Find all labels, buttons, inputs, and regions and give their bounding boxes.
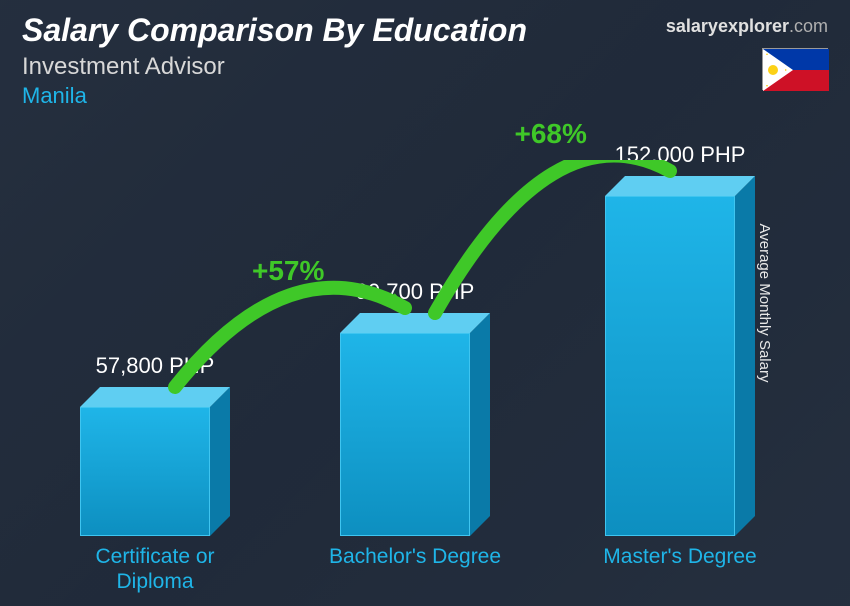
bar-chart: 57,800 PHPCertificate or Diploma 90,700 P… [50,160,800,536]
bar-top [80,387,230,407]
bar-value: 57,800 PHP [65,353,245,379]
bar-top [340,313,490,333]
pct-label: +68% [515,118,587,150]
watermark-suffix: .com [789,16,828,36]
watermark: salaryexplorer.com [666,16,828,37]
page-title: Salary Comparison By Education [22,12,527,49]
bar-front [340,333,470,536]
bar-side [210,387,230,536]
bar-value: 90,700 PHP [325,279,505,305]
flag-icon [762,48,828,90]
location: Manila [22,83,527,109]
job-title: Investment Advisor [22,53,527,81]
bar-label: Master's Degree [580,544,780,569]
bar-group: 57,800 PHPCertificate or Diploma [80,407,230,536]
bar-side [735,176,755,536]
bar-side [470,313,490,536]
bar-front [80,407,210,536]
bar-group: 90,700 PHPBachelor's Degree [340,333,490,536]
header: Salary Comparison By Education Investmen… [22,12,527,109]
bar-top [605,176,755,196]
bar-front [605,196,735,536]
bar-label: Certificate or Diploma [55,544,255,594]
bar-value: 152,000 PHP [590,142,770,168]
bar-group: 152,000 PHPMaster's Degree [605,196,755,536]
pct-label: +57% [252,255,324,287]
watermark-brand: salaryexplorer [666,16,789,36]
bar-label: Bachelor's Degree [315,544,515,569]
